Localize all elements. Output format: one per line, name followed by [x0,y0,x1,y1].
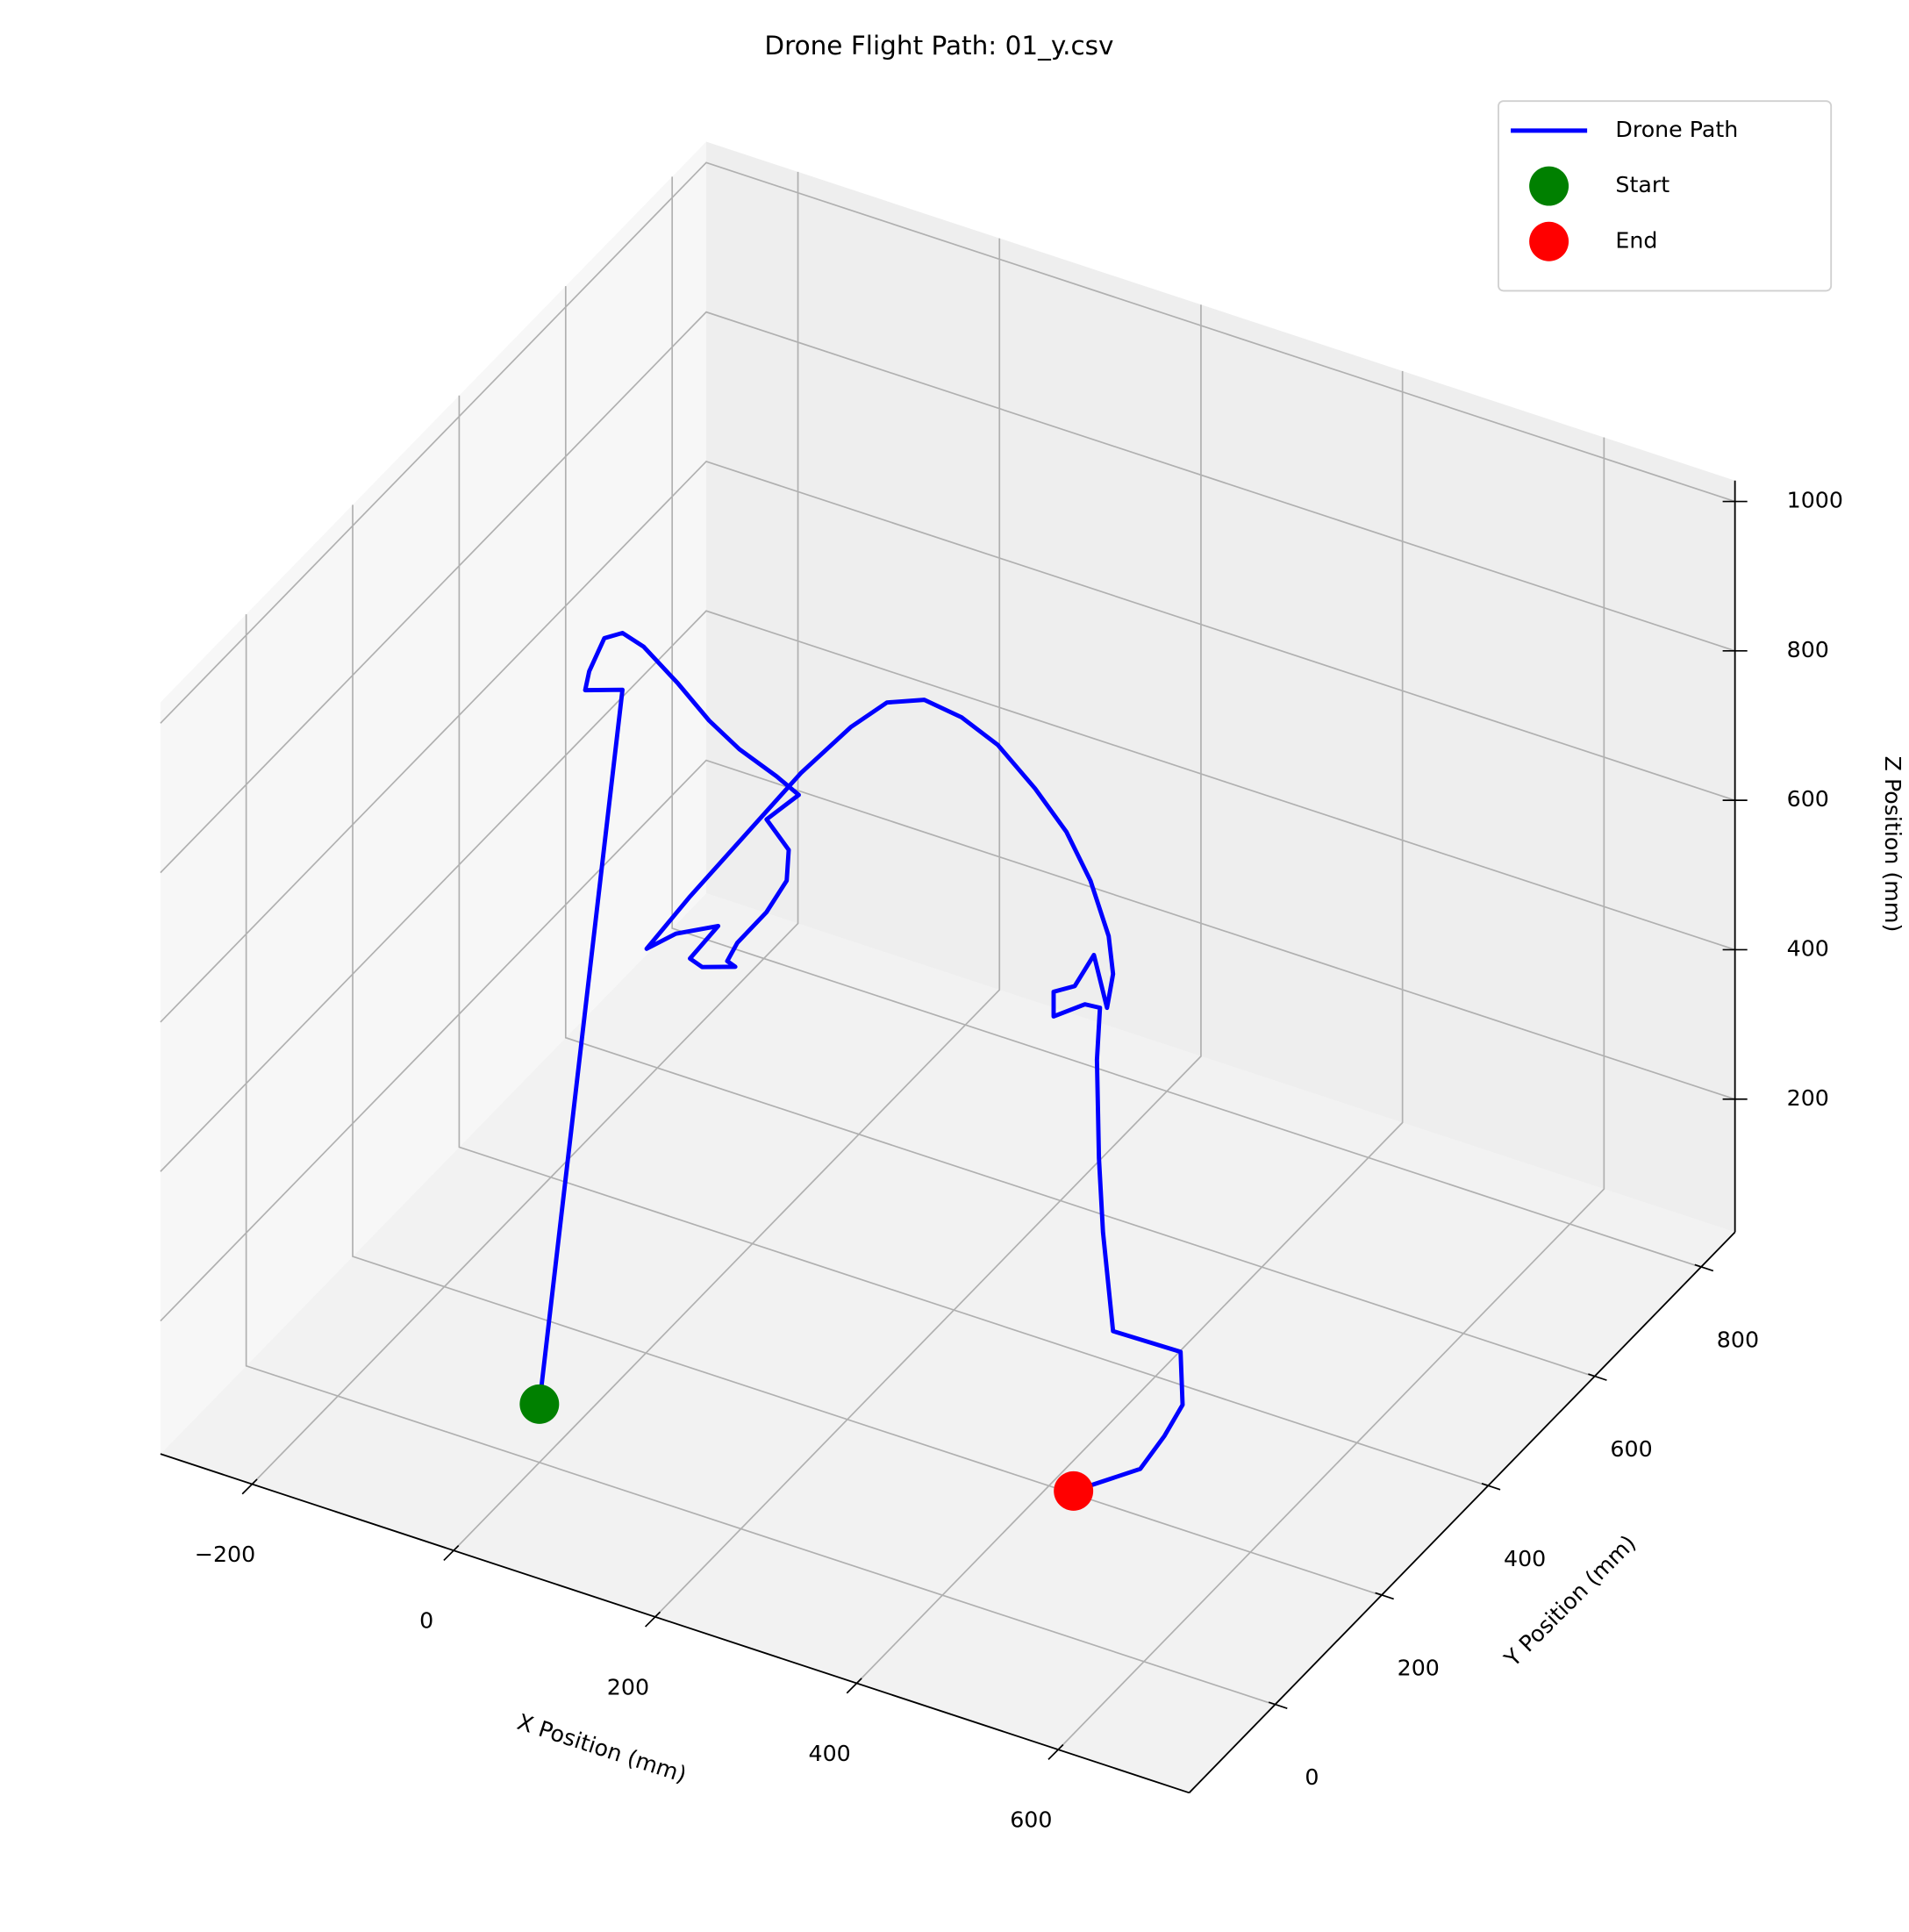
grid-line [564,286,1595,1377]
legend-box [1498,100,1833,292]
y-tick-label: 600 [1610,1436,1652,1462]
grid-line [855,370,1404,1685]
x-tick-label: 0 [419,1608,433,1634]
grid-line [160,610,1735,1172]
y-tick [1694,1263,1714,1272]
legend-label: Drone Path [1615,117,1738,142]
point-marker [1054,1470,1094,1511]
x-axis [160,1453,1190,1794]
legend-swatch [1529,221,1569,261]
grid-line [458,395,1489,1487]
legend-label: End [1615,227,1657,253]
legend-label: Start [1615,172,1669,197]
x-tick-label: 600 [1010,1807,1052,1833]
y-tick [1588,1373,1607,1381]
legend: Drone Path Start End [1498,100,1833,292]
flight-path [537,630,1185,1493]
grid-line [251,171,799,1485]
axes: −200 0 200 400 600 0 200 400 600 800 200 400 600 800 1… [160,480,1843,1833]
grid-line [1057,437,1605,1750]
marks [519,630,1185,1511]
x-tick-label: 200 [607,1674,649,1699]
y-axis [1188,1231,1736,1793]
grid-line [160,759,1735,1322]
grid-line [160,460,1735,1023]
y-tick-label: 200 [1398,1656,1440,1681]
left-pane [160,141,707,1455]
point-marker [519,1384,560,1424]
z-tick-label: 600 [1787,786,1829,812]
x-tick-label: −200 [195,1542,255,1567]
z-axis-label: Z Position (mm) [1880,756,1905,933]
grid-line [245,614,1276,1706]
back-pane [706,141,1735,1233]
y-tick-label: 800 [1717,1327,1759,1352]
z-tick-label: 400 [1787,935,1829,961]
z-tick-label: 1000 [1787,488,1843,513]
x-tick-label: 400 [809,1741,851,1766]
grid-line [160,311,1735,874]
y-tick [1375,1592,1394,1600]
grid-line [654,304,1202,1618]
x-tick [443,1544,460,1562]
chart-title: Drone Flight Path: 01_y.csv [764,31,1113,61]
y-tick [1481,1482,1501,1491]
panes [160,141,1735,1793]
y-tick-label: 400 [1504,1546,1546,1571]
legend-swatch [1529,166,1569,206]
z-tick-label: 200 [1787,1085,1829,1111]
z-tick-label: 800 [1787,637,1829,662]
y-tick-label: 0 [1305,1764,1319,1790]
x-tick [846,1678,862,1694]
grid-line [352,504,1382,1597]
x-tick [1047,1743,1064,1760]
grid-line [453,238,1001,1551]
x-tick [644,1611,661,1628]
grid-line [160,161,1735,724]
grid-line [671,176,1702,1269]
y-tick [1268,1701,1288,1709]
grid [160,161,1735,1750]
x-tick [241,1478,258,1495]
floor-pane [160,893,1735,1793]
